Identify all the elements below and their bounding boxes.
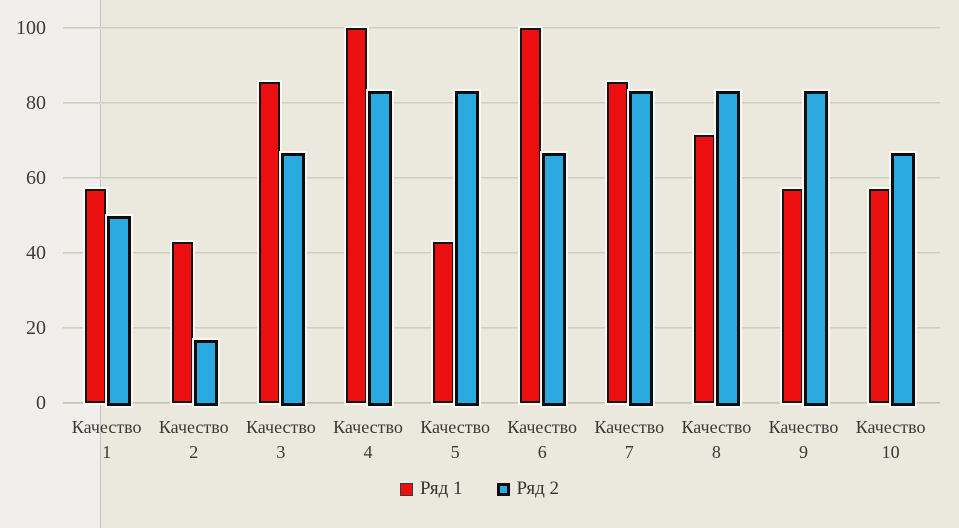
gridline-100	[63, 27, 940, 29]
bar-series2-category4	[368, 90, 392, 406]
x-axis-label-number: 5	[450, 442, 460, 462]
y-axis-tick-label-0: 0	[36, 392, 46, 414]
x-axis-label-category3: Качество 3	[235, 415, 327, 465]
x-axis-label-word: Качество	[333, 417, 403, 437]
gridline-0	[63, 402, 940, 404]
plot-area	[63, 27, 940, 406]
legend-item-series2: Ряд 2	[496, 478, 560, 500]
bar-series2-category6	[542, 152, 567, 406]
series2-swatch-icon	[496, 482, 510, 496]
gridline-80	[63, 102, 940, 104]
bar-series2-category2	[193, 340, 218, 406]
x-axis-label-category7: Качество 7	[583, 415, 675, 465]
x-axis-label-category8: Качество 8	[670, 415, 762, 465]
x-axis-label-number: 10	[881, 442, 900, 462]
x-axis-label-number: 4	[363, 442, 373, 462]
bar-series1-category10	[868, 188, 890, 403]
bar-series1-category8	[694, 135, 716, 403]
x-axis-label-word: Качество	[71, 417, 142, 437]
gridline-40	[63, 252, 940, 254]
legend-label-series1: Ряд 1	[420, 478, 463, 499]
x-axis-label-word: Качество	[507, 417, 578, 437]
x-axis-label-word: Качество	[768, 417, 839, 437]
x-axis-label-number: 8	[711, 442, 721, 462]
x-axis-label-category4: Качество 4	[322, 415, 414, 465]
x-axis-label-word: Качество	[246, 417, 316, 437]
x-axis-label-number: 9	[799, 442, 808, 462]
bar-series2-category9	[803, 90, 828, 406]
bar-series1-category3	[258, 81, 280, 403]
legend-label-series2: Ряд 2	[516, 478, 560, 499]
x-axis-label-category10: Качество 10	[845, 415, 937, 465]
bar-series1-category9	[781, 188, 803, 403]
bar-series1-category7	[607, 81, 629, 403]
gridline-60	[63, 177, 940, 179]
bar-series2-category7	[629, 90, 654, 406]
bar-series2-category5	[455, 90, 480, 406]
x-axis-label-number: 2	[189, 442, 199, 462]
y-axis-tick-label-80: 80	[26, 92, 46, 114]
legend-item-series1: Ряд 1	[400, 478, 463, 500]
bar-series2-category3	[280, 152, 305, 406]
x-axis-label-category2: Качество 2	[148, 415, 240, 465]
y-axis-tick-label-100: 100	[16, 17, 46, 39]
bar-series1-category5	[433, 242, 455, 403]
y-axis-tick-label-20: 20	[26, 317, 46, 339]
x-axis-label-number: 7	[624, 442, 634, 462]
x-axis-label-word: Качество	[681, 417, 752, 437]
bar-series2-category8	[716, 90, 741, 406]
y-axis-panel	[0, 0, 101, 528]
x-axis-label-word: Качество	[855, 417, 926, 437]
x-axis-label-number: 1	[102, 442, 112, 462]
bar-series2-category1	[106, 215, 131, 406]
legend: Ряд 1 Ряд 2	[0, 478, 959, 500]
bar-series1-category6	[520, 28, 542, 403]
x-axis-label-category6: Качество 6	[496, 415, 588, 465]
y-axis-tick-label-60: 60	[26, 167, 46, 189]
bar-series1-category4	[346, 28, 367, 403]
y-axis-tick-label-40: 40	[26, 242, 46, 264]
bar-series1-category2	[171, 242, 193, 403]
x-axis-label-word: Качество	[594, 417, 665, 437]
x-axis-label-category9: Качество 9	[758, 415, 850, 465]
bar-series2-category10	[890, 152, 915, 406]
x-axis-label-number: 6	[537, 442, 547, 462]
series1-swatch-icon	[400, 482, 413, 496]
x-axis-label-number: 3	[276, 442, 286, 462]
x-axis-label-word: Качество	[158, 417, 229, 437]
x-axis-label-category5: Качество 5	[409, 415, 501, 465]
x-axis-label-word: Качество	[420, 417, 490, 437]
bar-series1-category1	[84, 188, 106, 403]
x-axis-label-category1: Качество 1	[61, 415, 153, 465]
gridline-20	[63, 327, 940, 329]
